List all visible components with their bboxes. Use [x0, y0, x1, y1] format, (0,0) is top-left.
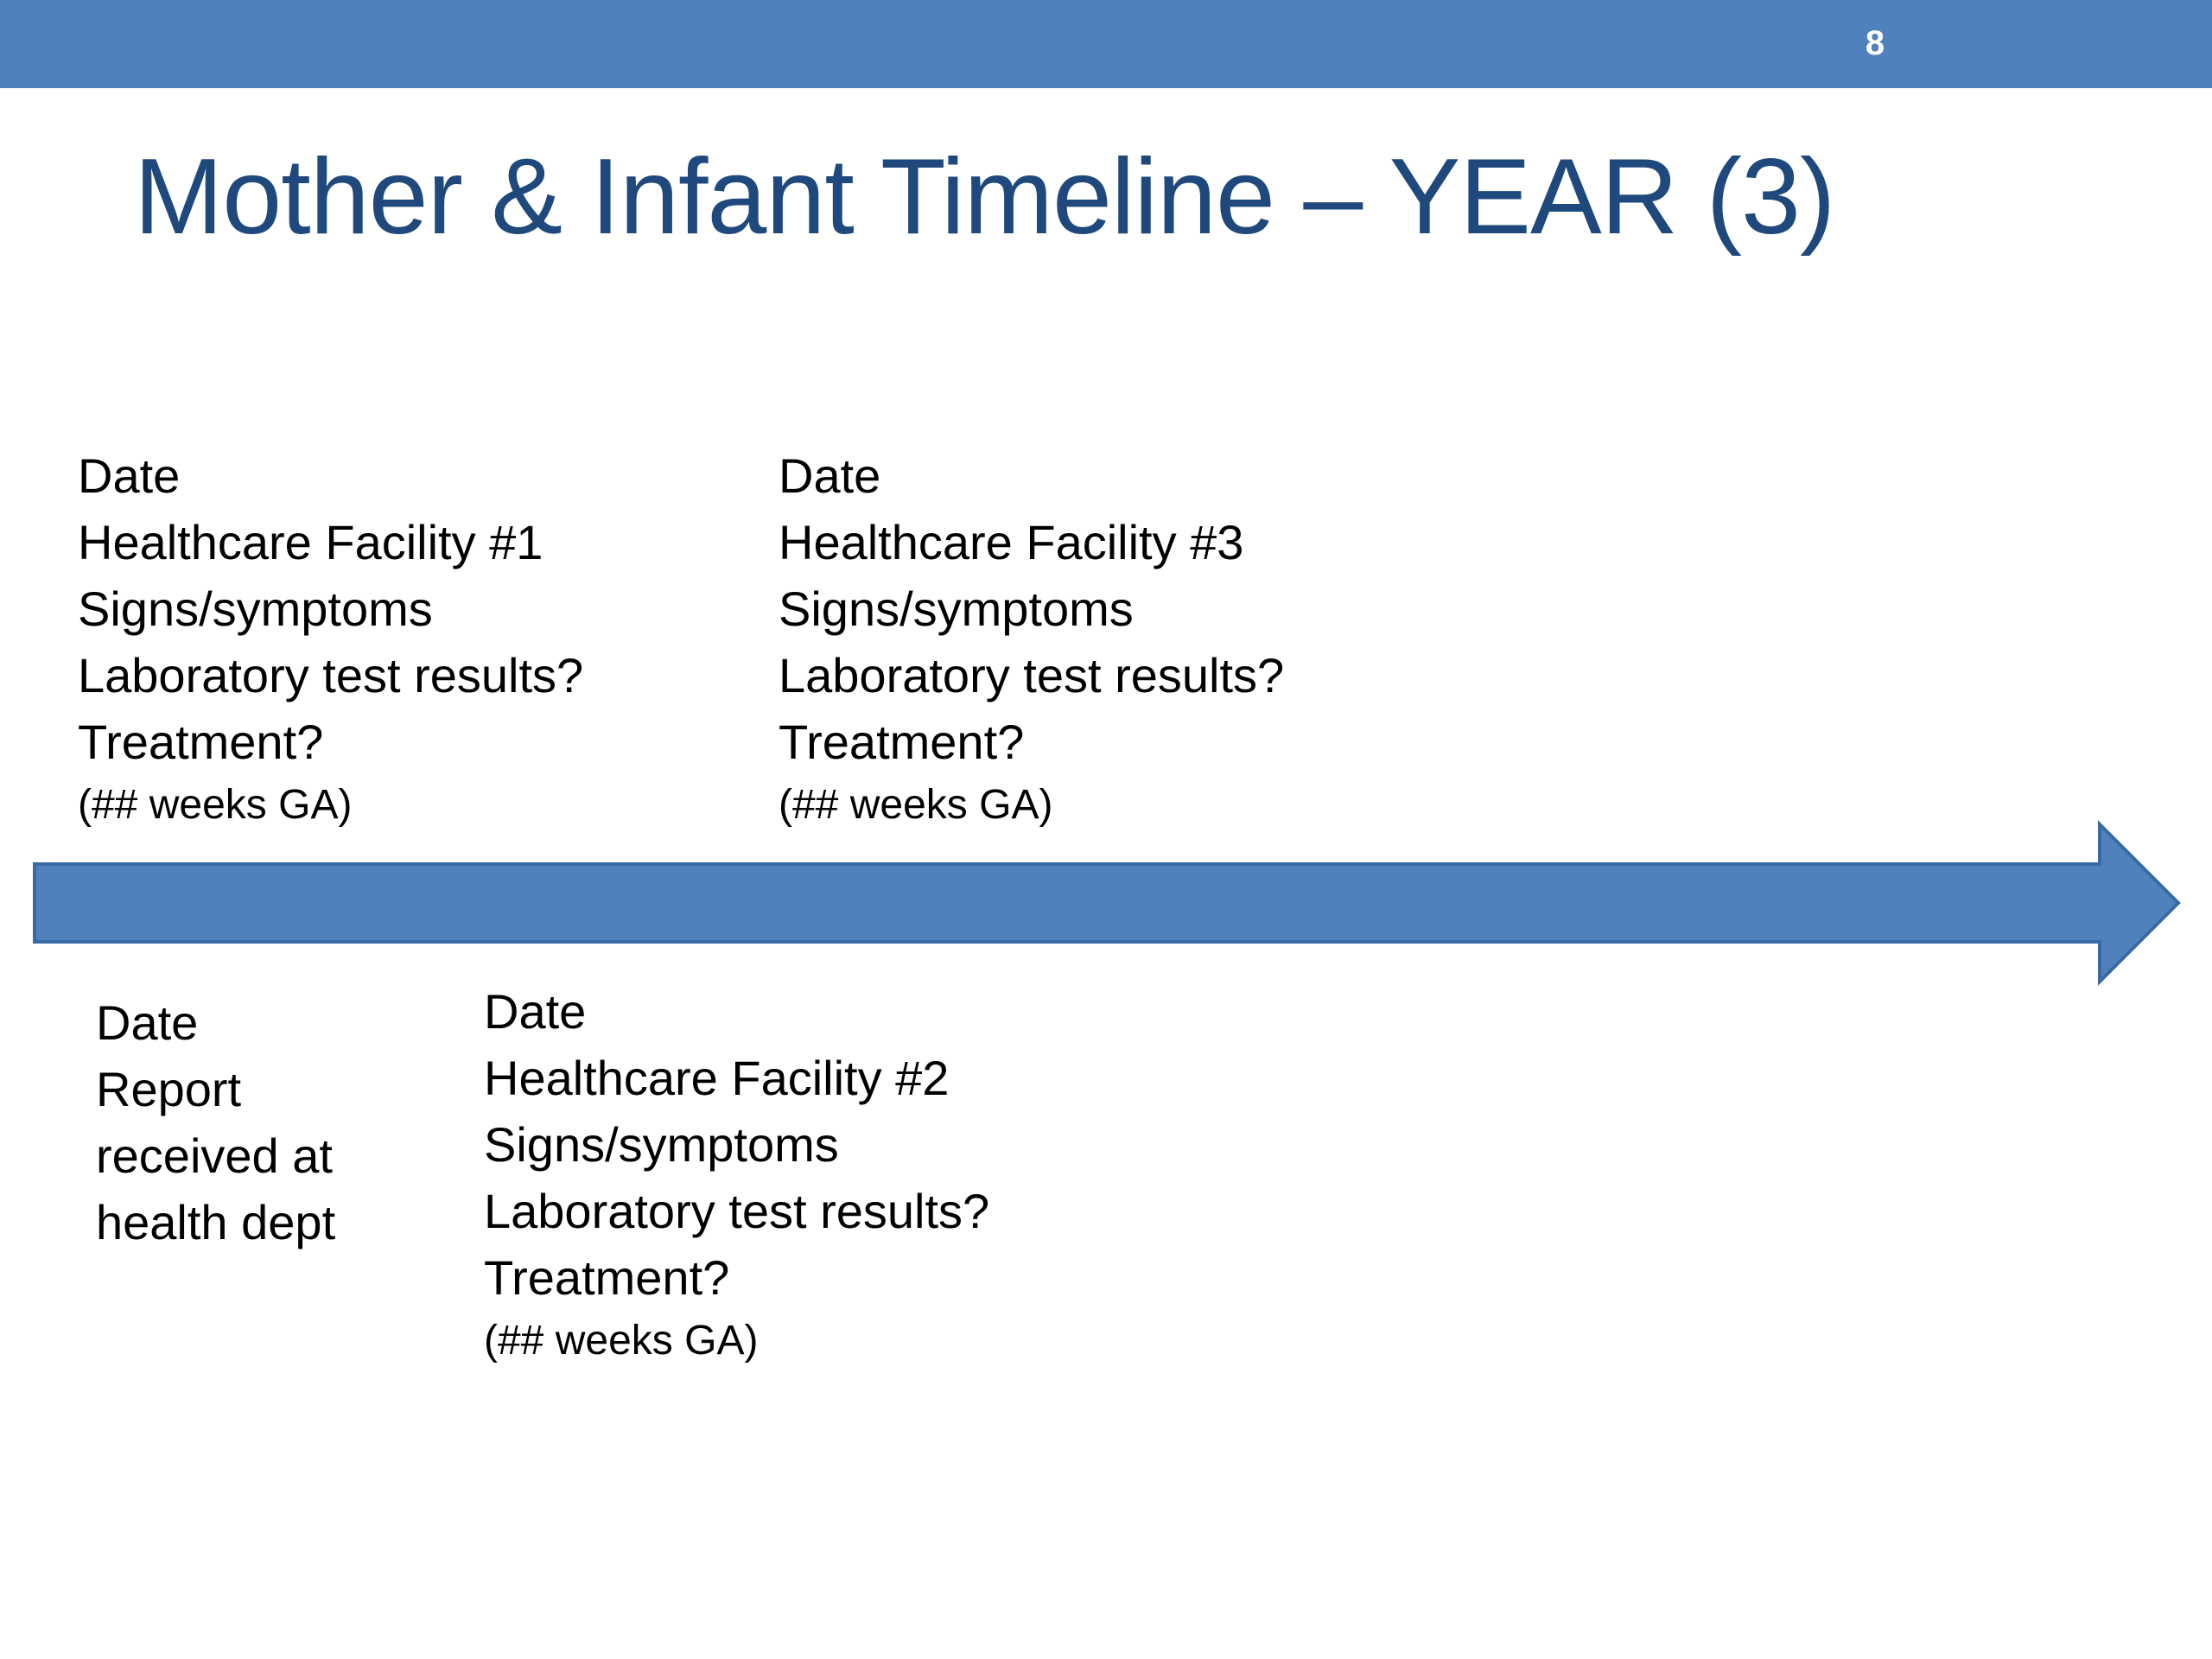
event-date: Date — [96, 995, 199, 1050]
header-bar: 8 — [0, 0, 2212, 88]
slide-title: Mother & Infant Timeline – YEAR (3) — [134, 137, 1835, 257]
event-date: Date — [779, 448, 881, 503]
timeline-arrow-shape — [33, 820, 2181, 986]
event-gestational-age: (## weeks GA) — [779, 782, 1053, 828]
event-report-line-1: Report — [96, 1062, 242, 1116]
event-report-line-2: received at — [96, 1128, 333, 1183]
event-date: Date — [484, 984, 587, 1039]
timeline-arrow — [33, 820, 2181, 986]
event-facility-2: Date Healthcare Facility #2 Signs/sympto… — [484, 978, 989, 1371]
event-facility-1: Date Healthcare Facility #1 Signs/sympto… — [78, 442, 583, 836]
event-facility: Healthcare Facility #2 — [484, 1051, 950, 1105]
event-signs: Signs/symptoms — [484, 1117, 839, 1172]
event-date: Date — [78, 448, 181, 503]
event-report-line-3: health dept — [96, 1195, 336, 1249]
event-gestational-age: (## weeks GA) — [484, 1318, 759, 1363]
event-lab: Laboratory test results? — [484, 1184, 990, 1238]
event-facility: Healthcare Facility #3 — [779, 515, 1244, 569]
event-lab: Laboratory test results? — [78, 648, 584, 702]
event-facility: Healthcare Facility #1 — [78, 515, 543, 569]
event-signs: Signs/symptoms — [78, 582, 433, 636]
event-facility-3: Date Healthcare Facility #3 Signs/sympto… — [779, 442, 1284, 836]
event-gestational-age: (## weeks GA) — [78, 782, 353, 828]
slide-number: 8 — [1865, 24, 1885, 62]
event-signs: Signs/symptoms — [779, 582, 1134, 636]
event-report-received: Date Report received at health dept — [96, 989, 335, 1255]
event-treatment: Treatment? — [779, 715, 1025, 769]
event-treatment: Treatment? — [78, 715, 324, 769]
event-treatment: Treatment? — [484, 1250, 730, 1305]
event-lab: Laboratory test results? — [779, 648, 1285, 702]
